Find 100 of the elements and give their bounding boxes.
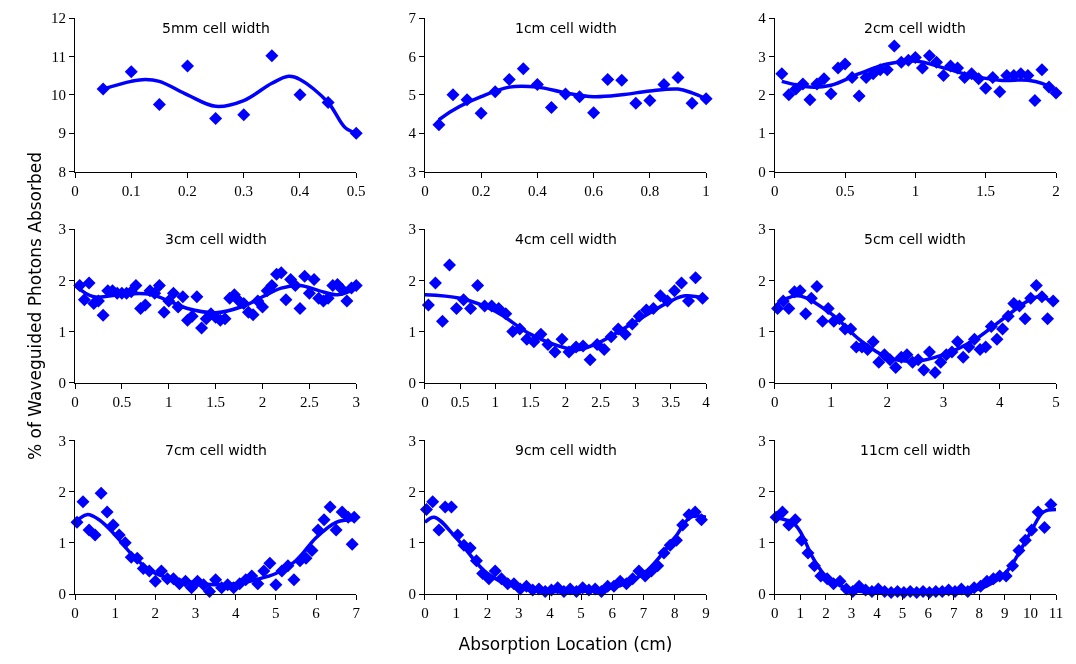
x-tick-label: 0 — [421, 605, 429, 621]
x-tick-label: 3 — [847, 605, 856, 621]
x-axis-title: Absorption Location (cm) — [458, 634, 673, 655]
x-tick-label: 2 — [258, 393, 267, 410]
chart-title: 1cm cell width — [515, 20, 617, 36]
x-tick-label: 6 — [924, 605, 933, 621]
y-tick-label: 0 — [408, 586, 416, 603]
y-tick-label: 3 — [408, 163, 416, 180]
x-tick-label: 0.2 — [471, 182, 491, 199]
y-tick-label: 10 — [51, 87, 66, 104]
x-tick-label: 1 — [164, 393, 173, 410]
chart-title: 5mm cell width — [162, 20, 270, 36]
x-tick-label: 5 — [898, 605, 907, 621]
x-tick-label: 1 — [452, 605, 460, 621]
x-tick-label: 1 — [491, 393, 499, 410]
y-tick-label: 0 — [758, 375, 766, 392]
chart-title: 3cm cell width — [165, 231, 267, 247]
y-tick-label: 3 — [758, 432, 766, 449]
x-tick-label: 3 — [191, 605, 200, 621]
y-tick-label: 3 — [408, 221, 416, 238]
x-tick-label: 4 — [702, 393, 711, 410]
chart-title: 4cm cell width — [515, 231, 617, 247]
y-tick-label: 2 — [758, 87, 766, 104]
x-tick-label: 6 — [608, 605, 617, 621]
y-tick-label: 3 — [758, 221, 766, 238]
x-tick-label: 10 — [1022, 605, 1038, 621]
x-tick-label: 7 — [639, 605, 648, 621]
x-tick-label: 0.5 — [450, 393, 470, 410]
x-tick-label: 9 — [1001, 605, 1009, 621]
y-tick-label: 3 — [758, 48, 766, 65]
x-tick-label: 0.5 — [112, 393, 132, 410]
y-tick-label: 8 — [58, 163, 66, 180]
y-tick-label: 0 — [58, 586, 66, 603]
x-tick-label: 4 — [873, 605, 882, 621]
y-tick-label: 5 — [408, 87, 416, 104]
x-tick-label: 1.5 — [520, 393, 540, 410]
chart-title: 9cm cell width — [515, 442, 617, 458]
x-tick-label: 0.3 — [234, 182, 254, 199]
x-tick-label: 3 — [632, 393, 640, 410]
x-tick-label: 5 — [272, 605, 280, 621]
x-tick-label: 2 — [1052, 182, 1060, 199]
x-tick-label: 0 — [71, 182, 79, 199]
x-tick-label: 1.5 — [976, 182, 996, 199]
y-tick-label: 4 — [408, 125, 417, 142]
chart-title: 2cm cell width — [864, 20, 966, 36]
x-tick-label: 2.5 — [299, 393, 319, 410]
x-tick-label: 2 — [151, 605, 160, 621]
x-tick-label: 4 — [546, 605, 555, 621]
chart-title: 7cm cell width — [165, 442, 267, 458]
chart-title: 5cm cell width — [864, 231, 966, 247]
x-tick-label: 0 — [421, 182, 429, 199]
x-tick-label: 11 — [1048, 605, 1064, 621]
y-tick-label: 3 — [58, 432, 66, 449]
x-tick-label: 1.5 — [206, 393, 225, 410]
x-tick-label: 0.8 — [640, 182, 660, 199]
x-tick-label: 8 — [975, 605, 984, 621]
x-tick-label: 2 — [561, 393, 570, 410]
y-tick-label: 0 — [758, 586, 766, 603]
y-tick-label: 3 — [58, 221, 66, 238]
y-tick-label: 1 — [758, 535, 766, 552]
x-tick-label: 0 — [771, 182, 779, 199]
x-tick-label: 8 — [671, 605, 679, 621]
y-tick-label: 11 — [51, 48, 66, 65]
y-tick-label: 12 — [51, 10, 66, 27]
x-tick-label: 0.4 — [528, 182, 548, 199]
x-tick-label: 3 — [514, 605, 523, 621]
y-tick-label: 0 — [758, 163, 766, 180]
x-tick-label: 1 — [702, 182, 710, 199]
y-tick-label: 1 — [58, 323, 66, 340]
x-tick-label: 9 — [702, 605, 710, 621]
x-tick-label: 0 — [421, 393, 429, 410]
y-tick-label: 6 — [408, 48, 417, 65]
y-tick-label: 1 — [408, 535, 416, 552]
x-tick-label: 2 — [883, 393, 892, 410]
y-tick-label: 2 — [408, 272, 416, 289]
x-tick-label: 7 — [352, 605, 361, 621]
x-tick-label: 2 — [483, 605, 492, 621]
x-tick-label: 0 — [71, 393, 79, 410]
x-tick-label: 0.1 — [121, 182, 141, 199]
x-tick-label: 1 — [911, 182, 920, 199]
y-tick-label: 7 — [408, 10, 417, 27]
x-tick-label: 0 — [771, 393, 779, 410]
y-tick-label: 2 — [58, 272, 66, 289]
x-tick-label: 0.5 — [835, 182, 855, 199]
y-tick-label: 0 — [58, 375, 66, 392]
x-tick-label: 0.5 — [346, 182, 366, 199]
x-tick-label: 3.5 — [661, 393, 681, 410]
y-tick-label: 1 — [58, 535, 66, 552]
x-tick-label: 4 — [996, 393, 1005, 410]
x-tick-label: 5 — [1052, 393, 1060, 410]
y-tick-label: 1 — [758, 323, 766, 340]
x-tick-label: 0 — [771, 605, 779, 621]
y-tick-label: 2 — [758, 483, 766, 500]
chart-title: 11cm cell width — [860, 442, 971, 458]
y-tick-label: 3 — [408, 432, 416, 449]
y-tick-label: 2 — [58, 483, 66, 500]
y-tick-label: 2 — [408, 483, 416, 500]
y-tick-label: 1 — [408, 323, 416, 340]
x-tick-label: 0 — [71, 605, 79, 621]
x-tick-label: 3 — [352, 393, 360, 410]
